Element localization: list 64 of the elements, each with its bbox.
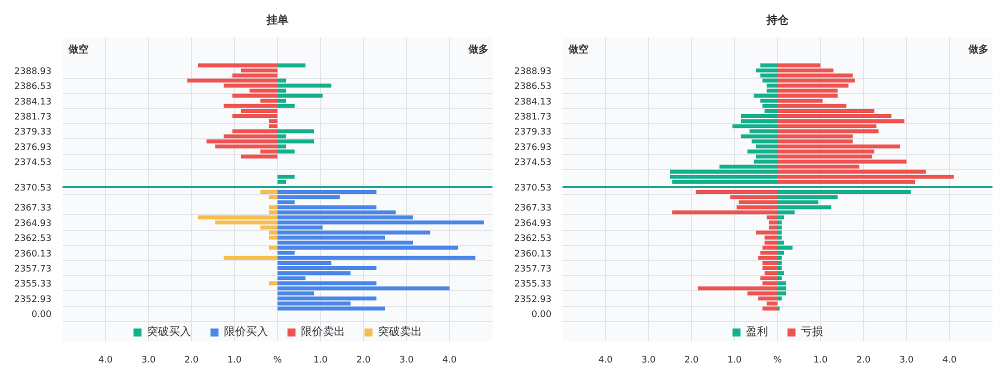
- y-tick-label: 2370.53: [14, 183, 52, 194]
- x-tick-label: %: [273, 356, 282, 366]
- legend-label: 盈利: [746, 324, 768, 339]
- y-tick-label: 2364.93: [14, 218, 52, 229]
- y-tick-label: 0.00: [531, 310, 552, 320]
- text: 做空: [68, 44, 88, 56]
- y-tick-label: 2379.33: [14, 128, 52, 138]
- x-tick-label: 3.0: [641, 356, 656, 366]
- text: 做多: [468, 44, 488, 56]
- x-tick-label: 4.0: [442, 356, 457, 366]
- y-tick-label: 2362.53: [514, 234, 552, 244]
- legend-label: 限价买入: [224, 324, 268, 339]
- x-tick-label: %: [773, 356, 782, 366]
- x-tick-label: 2.0: [684, 356, 699, 366]
- y-tick-label: 2374.53: [14, 158, 52, 168]
- y-tick-label: 2379.33: [514, 128, 552, 138]
- text: 做多: [968, 44, 988, 56]
- x-tick-label: 1.0: [313, 356, 328, 366]
- y-tick-label: 2384.13: [14, 97, 52, 108]
- x-tick-label: 4.0: [98, 356, 113, 366]
- x-tick-label: 4.0: [598, 356, 613, 366]
- legend-label: 突破买入: [147, 324, 191, 339]
- y-tick-label: 2376.93: [514, 142, 552, 153]
- y-tick-label: 2357.73: [514, 264, 552, 275]
- legend-label: 突破卖出: [378, 324, 422, 339]
- y-tick-label: 2360.13: [514, 249, 552, 260]
- bar: [278, 63, 306, 68]
- x-tick-label: 3.0: [899, 356, 914, 366]
- x-tick-label: 2.0: [856, 356, 871, 366]
- x-tick-label: 1.0: [727, 356, 742, 366]
- y-tick-label: 2362.53: [14, 234, 52, 244]
- legend-label: 限价卖出: [301, 324, 345, 339]
- x-tick-label: 4.0: [942, 356, 957, 366]
- y-tick-label: 2376.93: [14, 142, 52, 153]
- y-tick-label: 2360.13: [14, 249, 52, 260]
- y-tick-label: 2364.93: [514, 218, 552, 229]
- chart-title: 持仓: [766, 14, 790, 26]
- y-tick-label: 2355.33: [514, 280, 552, 290]
- x-tick-label: 1.0: [227, 356, 242, 366]
- y-tick-label: 2374.53: [514, 158, 552, 168]
- x-tick-label: 2.0: [184, 356, 199, 366]
- y-tick-label: 2367.33: [514, 204, 552, 214]
- text: 做空: [568, 44, 588, 56]
- chart-title: 挂单: [266, 14, 288, 26]
- y-tick-label: 2388.93: [514, 66, 552, 77]
- y-tick-label: 2388.93: [14, 66, 52, 77]
- x-tick-label: 2.0: [356, 356, 371, 366]
- y-tick-label: 2367.33: [14, 204, 52, 214]
- y-tick-label: 2381.73: [514, 112, 552, 123]
- x-tick-label: 3.0: [399, 356, 414, 366]
- y-tick-label: 2386.53: [14, 82, 52, 92]
- bar: [224, 256, 278, 260]
- y-tick-label: 2370.53: [514, 183, 552, 194]
- legend-label: 亏损: [801, 324, 823, 339]
- y-tick-label: 2384.13: [514, 97, 552, 108]
- x-tick-label: 3.0: [141, 356, 156, 366]
- y-tick-label: 2381.73: [14, 112, 52, 123]
- y-tick-label: 0.00: [31, 310, 52, 320]
- y-tick-label: 2352.93: [14, 294, 52, 305]
- y-tick-label: 2386.53: [514, 82, 552, 92]
- x-tick-label: 1.0: [813, 356, 828, 366]
- y-tick-label: 2352.93: [514, 294, 552, 305]
- y-tick-label: 2357.73: [14, 264, 52, 275]
- y-tick-label: 2355.33: [14, 280, 52, 290]
